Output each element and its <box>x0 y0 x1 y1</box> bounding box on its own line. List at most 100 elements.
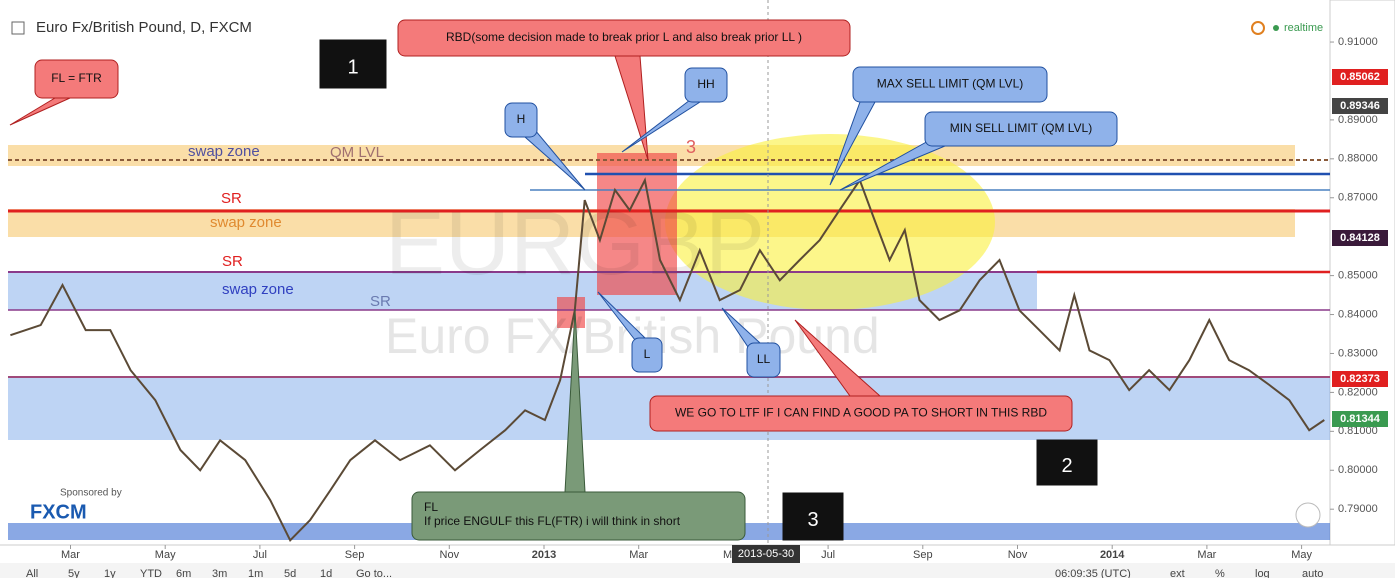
x-tick-label: Jul <box>253 549 267 561</box>
header-icon <box>11 21 25 35</box>
symbol-title: Euro Fx/British Pound, D, FXCM <box>36 19 252 36</box>
annotation-layer: FL = FTR 1 RBD(some decision made to break… <box>9 19 1118 541</box>
y-tick-label: 0.84000 <box>1338 308 1378 320</box>
annotation-box <box>782 492 844 541</box>
toolbar-button[interactable]: 5y <box>68 568 80 578</box>
annotation-box <box>411 491 746 541</box>
y-tick-label: 0.87000 <box>1338 192 1378 204</box>
price-badge <box>1332 411 1388 427</box>
crosshair-date-bg <box>732 545 800 563</box>
toolbar-button[interactable]: 1m <box>248 568 263 578</box>
annotation-text: WE GO TO LTF IF I CAN FIND A GOOD PA TO … <box>675 406 1047 420</box>
status: realtime <box>1284 22 1323 34</box>
y-tick-label: 0.88000 <box>1338 153 1378 165</box>
zone-label: swap zone <box>188 143 260 160</box>
annotation-box <box>631 337 663 373</box>
scroll-button[interactable] <box>1295 502 1321 528</box>
annotation-text: 3 <box>686 137 696 157</box>
zone-label: SR <box>370 293 391 310</box>
toolbar-button[interactable]: % <box>1215 568 1225 578</box>
watermark: EURGBP <box>385 194 765 294</box>
zone-label: SR <box>221 190 242 207</box>
toolbar-button[interactable]: Go to... <box>356 568 392 578</box>
toolbar-button[interactable]: 1d <box>320 568 332 578</box>
toolbar-button[interactable]: log <box>1255 568 1270 578</box>
annotation-box <box>924 111 1118 147</box>
annotation-box <box>397 19 851 57</box>
toolbar-button[interactable]: ext <box>1170 568 1185 578</box>
annotation-text: 1 <box>347 56 358 78</box>
annotation-text: L <box>644 347 651 361</box>
y-tick-label: 0.81000 <box>1338 425 1378 437</box>
zone-label: SR <box>222 253 243 270</box>
y-tick-label: 0.79000 <box>1338 503 1378 515</box>
price-badge <box>1332 98 1388 114</box>
toolbar-button[interactable]: 6m <box>176 568 191 578</box>
annotation-box <box>684 67 728 103</box>
status-dot <box>1273 25 1279 31</box>
y-tick-label: 0.82000 <box>1338 386 1378 398</box>
x-tick-label: Nov <box>1008 549 1028 561</box>
x-tick-label: Sep <box>913 549 933 561</box>
y-tick-label: 0.83000 <box>1338 347 1378 359</box>
price-badge-label: 0.84128 <box>1340 232 1380 244</box>
zone-label: QM LVL <box>330 144 384 161</box>
annotation-text: H <box>517 112 526 126</box>
zone-label: swap zone <box>222 281 294 298</box>
annotation-box <box>649 395 1073 432</box>
price-badge-label: 0.82373 <box>1340 373 1380 385</box>
x-tick-label: May <box>155 549 176 561</box>
y-tick-label: 0.89000 <box>1338 114 1378 126</box>
x-tick-label: Sep <box>345 549 365 561</box>
price-badge-label: 0.89346 <box>1340 100 1380 112</box>
annotation-box <box>1036 439 1098 486</box>
annotation-text: 3 <box>807 509 818 531</box>
annotation-text: If price ENGULF this FL(FTR) i will thin… <box>424 514 681 528</box>
x-tick-label: May <box>1291 549 1312 561</box>
x-tick-label: Jul <box>821 549 835 561</box>
x-tick-label: Mar <box>1197 549 1216 561</box>
toolbar-button: 06:09:35 (UTC) <box>1055 568 1131 578</box>
series-layer: 0.79000 0.80000 0.81000 0.82000 0.83000 0.840… <box>10 36 1378 561</box>
toolbar-button[interactable]: 1y <box>104 568 116 578</box>
x-tick-label: 2013 <box>532 549 556 561</box>
x-tick-label: Mar <box>61 549 80 561</box>
price-badge <box>1332 371 1388 387</box>
price-badge-label: 0.85062 <box>1340 71 1380 83</box>
annotation-text: HH <box>697 77 714 91</box>
x-tick-label: 2014 <box>1100 549 1125 561</box>
status-icon <box>1251 21 1265 35</box>
price-badge-label: 0.81344 <box>1340 413 1381 425</box>
x-tick-label: Mar <box>629 549 648 561</box>
annotation-text: FL <box>424 500 438 514</box>
fl-box <box>557 297 585 328</box>
toolbar-button[interactable]: YTD <box>140 568 162 578</box>
y-tick-label: 0.80000 <box>1338 464 1378 476</box>
annotation-box <box>34 59 119 99</box>
annotation-text: LL <box>757 352 771 366</box>
annotation-text: FL = FTR <box>51 71 102 85</box>
annotation-box <box>319 39 387 89</box>
annotation-box <box>504 102 538 138</box>
x-tick-label: Nov <box>440 549 460 561</box>
toolbar-button[interactable]: 5d <box>284 568 296 578</box>
annotation-text: MAX SELL LIMIT (QM LVL) <box>877 77 1023 91</box>
annotation-text: RBD(some decision made to break prior L … <box>446 30 802 44</box>
sponsor: Sponsored by <box>60 488 122 499</box>
price-badge <box>1332 230 1388 246</box>
crosshair-date: 2013-05-30 <box>738 548 794 560</box>
price-badge <box>1332 69 1388 85</box>
toolbar-button[interactable]: All <box>26 568 38 578</box>
annotation-box <box>852 66 1048 103</box>
y-tick-label: 0.85000 <box>1338 270 1378 282</box>
price-scale <box>1329 0 1395 546</box>
toolbar-button[interactable]: auto <box>1302 568 1323 578</box>
toolbar-bg <box>0 563 1395 578</box>
broker: FXCM <box>30 501 87 523</box>
y-tick-label: 0.91000 <box>1338 36 1378 48</box>
toolbar-button[interactable]: 3m <box>212 568 227 578</box>
price-line <box>10 177 1325 543</box>
annotation-box <box>746 342 781 378</box>
zone-label: swap zone <box>210 214 282 231</box>
